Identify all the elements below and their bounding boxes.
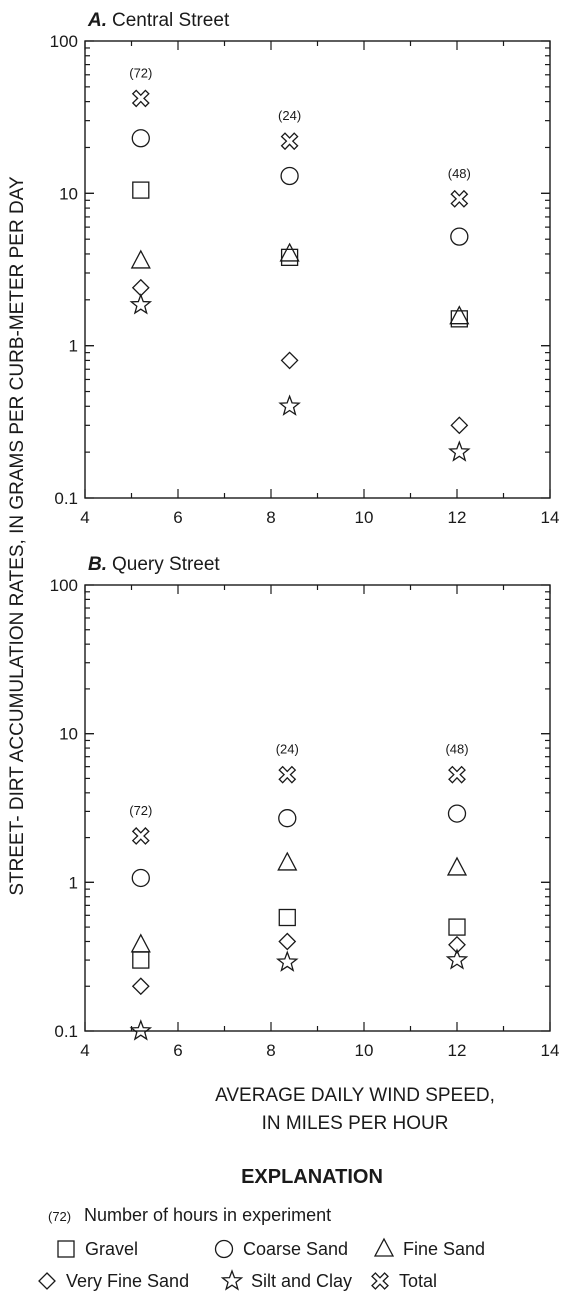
explanation-title: EXPLANATION: [241, 1166, 383, 1188]
point-gravel: [450, 310, 468, 328]
point-very-fine-sand: [131, 977, 150, 996]
hours-label: (72): [129, 803, 152, 818]
x-tick-label: 14: [541, 1041, 560, 1060]
x-tick-label: 6: [173, 1041, 182, 1060]
legend-item-very-fine-sand: Very Fine Sand: [38, 1271, 189, 1291]
legend-label: Very Fine Sand: [66, 1271, 189, 1291]
x-tick-label: 12: [448, 508, 467, 527]
point-silt-and-clay: [278, 394, 301, 416]
point-gravel: [132, 951, 150, 969]
point-coarse-sand: [278, 809, 297, 828]
point-coarse-sand: [450, 227, 469, 246]
hours-symbol: (72): [48, 1209, 71, 1224]
x-tick-label: 4: [80, 1041, 89, 1060]
diamond-icon: [38, 1272, 56, 1290]
explanation: EXPLANATION (72) Number of hours in experi…: [38, 1166, 485, 1291]
square-icon: [57, 1240, 75, 1258]
panel-b: 4 6 8 10 12 14 0.1 1 10 100 B. Query Street (72) (24)…: [50, 554, 560, 1060]
panel-a: 4 6 8 10 12 14 0.1 1 10 100 A. Central Street (72) (2…: [50, 10, 560, 527]
legend-item-coarse-sand: Coarse Sand: [214, 1239, 348, 1259]
point-very-fine-sand: [450, 416, 469, 435]
y-tick-label: 100: [50, 576, 78, 595]
panel-title: A. Central Street: [87, 10, 230, 31]
panel-letter: B.: [88, 554, 107, 575]
point-gravel: [278, 908, 296, 927]
legend-label: Gravel: [85, 1239, 138, 1259]
point-gravel: [280, 248, 299, 266]
point-silt-and-clay: [275, 950, 299, 972]
legend-label: Silt and Clay: [251, 1271, 352, 1291]
plot-frame: [84, 584, 551, 1032]
hours-label: (48): [445, 742, 468, 757]
legend-item-gravel: Gravel: [57, 1239, 138, 1259]
y-tick-label: 10: [59, 725, 78, 744]
point-fine-sand: [446, 856, 468, 876]
point-total: [131, 89, 150, 108]
point-total: [448, 765, 466, 784]
point-coarse-sand: [131, 129, 150, 148]
y-tick-label: 1: [69, 337, 78, 356]
x-tick-label: 4: [80, 508, 89, 527]
x-tick-label: 8: [266, 1041, 275, 1060]
x-tick-label: 10: [355, 1041, 374, 1060]
hours-label: (72): [129, 65, 152, 80]
point-total: [450, 189, 469, 208]
y-tick-label: 1: [69, 873, 78, 892]
hours-label: (24): [278, 108, 301, 123]
legend-label: Coarse Sand: [243, 1239, 348, 1259]
legend-label: Total: [399, 1271, 437, 1291]
panel-title: B. Query Street: [88, 554, 220, 575]
hours-label: (24): [276, 742, 299, 757]
x-tick-label: 10: [355, 508, 374, 527]
point-very-fine-sand: [448, 935, 466, 954]
x-axis-label: AVERAGE DAILY WIND SPEED,: [215, 1085, 495, 1106]
point-silt-and-clay: [448, 440, 471, 462]
point-total: [278, 765, 297, 784]
point-silt-and-clay: [129, 293, 153, 315]
point-coarse-sand: [280, 166, 299, 186]
point-gravel: [132, 181, 150, 199]
x-axis-label: IN MILES PER HOUR: [262, 1113, 449, 1134]
point-total: [280, 132, 299, 151]
x-tick-label: 12: [448, 1041, 467, 1060]
point-total: [131, 827, 150, 845]
y-axis-label: STREET- DIRT ACCUMULATION RATES, IN GRAM…: [7, 176, 28, 896]
point-fine-sand: [449, 305, 470, 325]
x-tick-label: 8: [266, 508, 275, 527]
y-tick-label: 0.1: [54, 1022, 78, 1041]
point-silt-and-clay: [445, 948, 469, 970]
cross-icon: [371, 1272, 389, 1290]
point-very-fine-sand: [280, 351, 299, 370]
star-icon: [220, 1269, 244, 1291]
legend-item-total: Total: [371, 1271, 437, 1291]
point-fine-sand: [130, 249, 151, 269]
x-tick-label: 6: [173, 508, 182, 527]
point-gravel: [448, 918, 466, 936]
legend-item-silt-and-clay: Silt and Clay: [220, 1269, 352, 1291]
point-coarse-sand: [131, 868, 150, 888]
point-coarse-sand: [447, 804, 467, 823]
point-silt-and-clay: [129, 1019, 153, 1041]
plot-frame: [84, 40, 551, 499]
panel-title-text: Central Street: [112, 10, 230, 31]
triangle-icon: [373, 1237, 395, 1257]
y-tick-label: 100: [50, 32, 78, 51]
panel-letter: A.: [87, 10, 107, 31]
y-tick-label: 10: [59, 184, 78, 203]
panel-title-text: Query Street: [112, 554, 220, 575]
point-very-fine-sand: [278, 932, 297, 951]
y-tick-label: 0.1: [54, 489, 78, 508]
legend-label: Fine Sand: [403, 1239, 485, 1259]
hours-text: Number of hours in experiment: [84, 1205, 331, 1225]
legend-item-fine-sand: Fine Sand: [373, 1237, 485, 1259]
circle-icon: [214, 1239, 234, 1259]
x-tick-label: 14: [541, 508, 560, 527]
point-fine-sand: [277, 851, 298, 871]
hours-label: (48): [448, 166, 471, 181]
point-fine-sand: [130, 933, 151, 953]
point-fine-sand: [279, 242, 300, 262]
